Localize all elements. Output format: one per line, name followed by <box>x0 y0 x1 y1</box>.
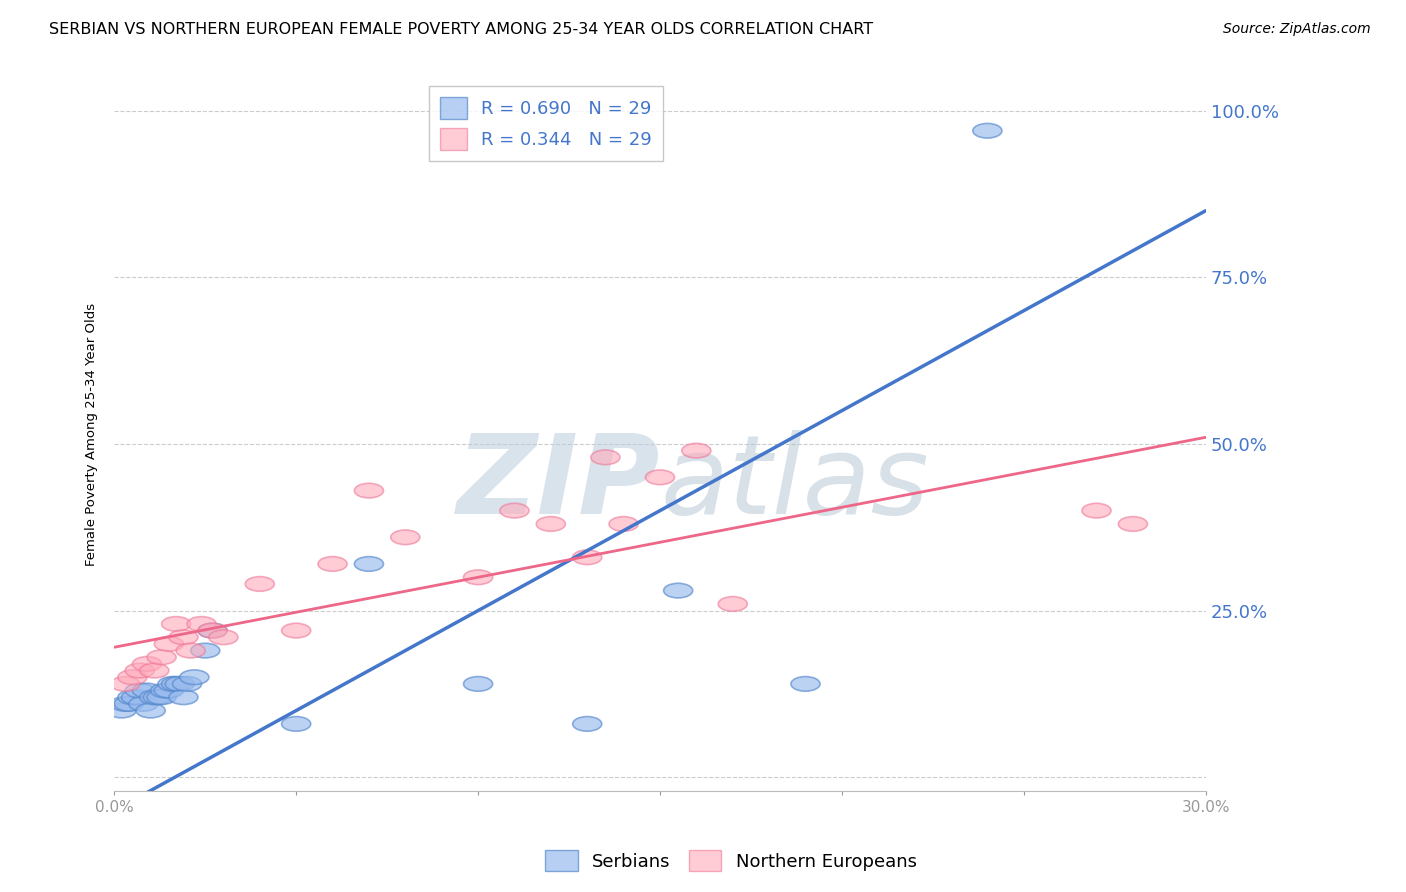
Ellipse shape <box>572 550 602 565</box>
Ellipse shape <box>157 676 187 691</box>
Ellipse shape <box>609 516 638 532</box>
Text: atlas: atlas <box>659 431 928 537</box>
Ellipse shape <box>132 683 162 698</box>
Ellipse shape <box>281 716 311 731</box>
Ellipse shape <box>245 576 274 591</box>
Ellipse shape <box>132 657 162 672</box>
Ellipse shape <box>198 624 226 638</box>
Ellipse shape <box>464 676 492 691</box>
Ellipse shape <box>148 650 176 665</box>
Ellipse shape <box>139 664 169 678</box>
Ellipse shape <box>682 443 711 458</box>
Ellipse shape <box>191 643 219 658</box>
Ellipse shape <box>169 690 198 705</box>
Ellipse shape <box>155 683 183 698</box>
Ellipse shape <box>169 630 198 645</box>
Legend: Serbians, Northern Europeans: Serbians, Northern Europeans <box>538 843 924 879</box>
Y-axis label: Female Poverty Among 25-34 Year Olds: Female Poverty Among 25-34 Year Olds <box>86 302 98 566</box>
Text: SERBIAN VS NORTHERN EUROPEAN FEMALE POVERTY AMONG 25-34 YEAR OLDS CORRELATION CH: SERBIAN VS NORTHERN EUROPEAN FEMALE POVE… <box>49 22 873 37</box>
Ellipse shape <box>121 690 150 705</box>
Ellipse shape <box>107 703 136 718</box>
Ellipse shape <box>143 690 173 705</box>
Ellipse shape <box>354 557 384 571</box>
Ellipse shape <box>148 690 176 705</box>
Ellipse shape <box>165 676 194 691</box>
Ellipse shape <box>1083 503 1111 518</box>
Ellipse shape <box>792 676 820 691</box>
Ellipse shape <box>281 624 311 638</box>
Ellipse shape <box>155 637 183 651</box>
Ellipse shape <box>114 697 143 711</box>
Ellipse shape <box>718 597 747 611</box>
Ellipse shape <box>664 583 693 598</box>
Ellipse shape <box>536 516 565 532</box>
Ellipse shape <box>354 483 384 498</box>
Text: ZIP: ZIP <box>457 431 659 537</box>
Ellipse shape <box>318 557 347 571</box>
Ellipse shape <box>111 676 139 691</box>
Ellipse shape <box>150 683 180 698</box>
Ellipse shape <box>162 616 191 632</box>
Ellipse shape <box>973 123 1002 138</box>
Ellipse shape <box>129 697 157 711</box>
Ellipse shape <box>1118 516 1147 532</box>
Ellipse shape <box>162 676 191 691</box>
Ellipse shape <box>180 670 209 684</box>
Ellipse shape <box>118 690 148 705</box>
Ellipse shape <box>572 716 602 731</box>
Text: Source: ZipAtlas.com: Source: ZipAtlas.com <box>1223 22 1371 37</box>
Ellipse shape <box>187 616 217 632</box>
Ellipse shape <box>173 676 201 691</box>
Legend: R = 0.690   N = 29, R = 0.344   N = 29: R = 0.690 N = 29, R = 0.344 N = 29 <box>429 87 662 161</box>
Ellipse shape <box>118 670 148 684</box>
Ellipse shape <box>209 630 238 645</box>
Ellipse shape <box>464 570 492 584</box>
Ellipse shape <box>111 697 139 711</box>
Ellipse shape <box>139 690 169 705</box>
Ellipse shape <box>198 624 226 638</box>
Ellipse shape <box>136 703 165 718</box>
Ellipse shape <box>645 470 675 484</box>
Ellipse shape <box>125 683 155 698</box>
Ellipse shape <box>591 450 620 465</box>
Ellipse shape <box>391 530 420 545</box>
Ellipse shape <box>125 664 155 678</box>
Ellipse shape <box>176 643 205 658</box>
Ellipse shape <box>501 503 529 518</box>
